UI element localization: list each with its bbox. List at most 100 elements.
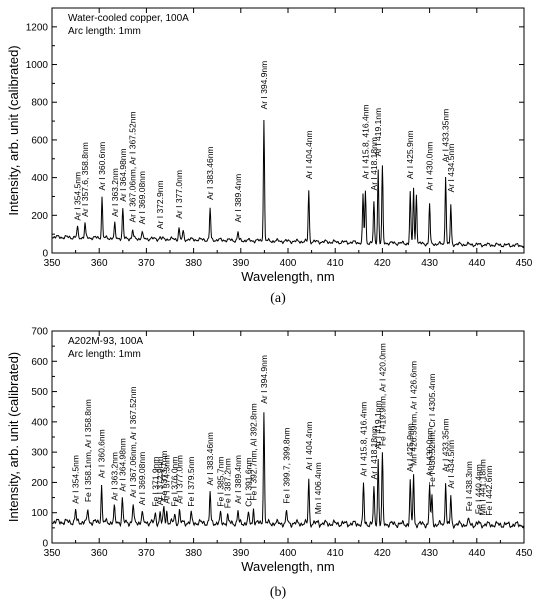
peak-label: Mn 426.59nm, Ar I 426.6nm [409,361,419,466]
y-axis-label: Intensity, arb. unit (calibrated) [6,45,21,215]
y-tick-label: 700 [31,327,48,338]
peak-label: Ar I 433.35nm [441,418,451,471]
figure-caption: (a) [270,291,286,306]
peak-label: Ar I 425.9nm [405,130,415,179]
chart-annotation: Arc length: 1mm [68,26,141,37]
peak-label: Ar I 354.5nm [71,455,81,504]
x-tick-label: 380 [185,258,202,269]
peak-label: Cr I 391.6nm [243,458,253,507]
x-tick-label: 450 [516,548,533,559]
y-tick-label: 0 [42,249,48,260]
chart-annotation: Water-cooled copper, 100A [68,13,189,24]
peak-label: Ar I 360.6nm [97,142,107,191]
peak-label: Ar I 360.6nm [97,429,107,478]
peak-label: Mn I 406.4nm [313,462,323,514]
x-tick-label: 420 [374,258,391,269]
x-tick-label: 410 [327,548,344,559]
peak-label: Fe I 376.0nm [170,457,180,507]
peak-label: Ar I 433.35nm [441,109,451,162]
x-tick-label: 370 [138,258,155,269]
peak-label: Ar I 434.5nm [446,144,456,193]
peak-label: Fe I 385.7nm [216,457,226,507]
peak-label: Ar I 367.06nm, Ar I 367.52nm [128,387,138,498]
spectrum-line [51,119,524,248]
y-tick-label: 200 [31,211,48,222]
y-tick-label: 100 [31,508,48,519]
y-tick-label: 800 [31,98,48,109]
peak-label: Ar I 372.9nm [155,457,165,506]
peak-label: Ar I 372.9nm [155,180,165,229]
peak-label: Ar I 369.08nm [137,452,147,505]
peak-label: Ar I 374.3nm [162,455,172,504]
y-tick-label: 1000 [26,60,49,71]
x-tick-label: 350 [44,548,61,559]
peak-label: Fe I 392.7nm, Al 392.8nm [249,403,259,500]
peak-label: Ar I 394.9nm [259,355,269,404]
x-tick-label: 410 [327,258,344,269]
chart-annotation: Arc length: 1mm [68,349,141,360]
peak-label: Ar I 404.4nm [304,422,314,471]
y-tick-label: 400 [31,173,48,184]
y-tick-label: 500 [31,387,48,398]
peak-label: Ar I 430.0nm [425,428,435,477]
peak-label: Fe I 438.3nm [464,461,474,511]
y-tick-label: 600 [31,135,48,146]
peak-label: Ar I 419.1nm [373,108,383,157]
peak-label: Fe I 440.4nm [474,464,484,514]
peak-label: Ar I 404.4nm [304,130,314,179]
x-tick-label: 370 [138,548,155,559]
x-axis-label: Wavelength, nm [241,559,334,574]
figure-caption: (b) [270,585,287,600]
peak-label: Fe I 430.52nm, Cr I 4305.4nm [427,374,437,487]
y-tick-label: 600 [31,357,48,368]
peak-label: Fe I 442.6nm [484,466,494,516]
peak-label: Fe I 399.7, 399.8nm [282,428,292,504]
peak-label: Ar I 383.46nm [205,146,215,199]
y-axis-label: Intensity, arb. unit (calibrated) [6,352,21,522]
x-tick-label: 380 [185,548,202,559]
peak-label: Ar I 430.0nm [425,142,435,191]
y-tick-label: 1200 [26,22,49,33]
x-tick-label: 400 [280,258,297,269]
peak-label: Ar I 389.4nm [233,174,243,223]
x-tick-label: 360 [91,548,108,559]
x-tick-label: 420 [374,548,391,559]
x-tick-label: 350 [44,258,61,269]
peak-label: Ar I 369.08nm [137,171,147,224]
peak-label: Ar I 425.9nm [405,423,415,472]
peak-label: Ar I 418.18nm [369,426,379,479]
chart-panel-b: 350 360 370 380 390 400 410 420 430 440 450 0 100 200… [6,327,533,601]
peak-label: Ar I 394.9nm [259,61,269,110]
y-tick-label: 400 [31,417,48,428]
peak-label: Ar I 364.98nm [117,438,127,491]
peak-label: Fe I 358.1nm, Ar I 358.8nm [83,399,93,502]
y-tick-label: 200 [31,478,48,489]
peak-label: Ar I 364.98nm [118,148,128,201]
y-tick-label: 0 [42,539,48,550]
x-tick-label: 390 [232,548,249,559]
peak-label: Fe I 419.9nm, Ar I 420.0nm [377,343,387,446]
x-tick-label: 400 [280,548,297,559]
x-tick-label: 440 [468,258,485,269]
peak-label: Ar I 367.06nm, Ar I 367.52nm [128,111,138,222]
peak-label: Fe I 371.9nm [150,457,160,507]
peak-label: Ar I 434.5nm [446,440,456,489]
peak-label: Ar I 415.8, 416.4nm [360,104,370,179]
spectrum-line [51,412,524,529]
chart-annotation: A202M-93, 100A [68,336,143,347]
y-tick-label: 300 [31,448,48,459]
peak-label: Ar I 377.0nm [174,170,184,219]
peak-label: Fe I 373.7nm [159,451,169,501]
peak-label: Ar I 363.2nm [109,452,119,501]
peak-label: Ar I 357.6, 358.8nm [80,142,90,217]
x-axis-label: Wavelength, nm [241,269,334,284]
peak-label: Ar I 389.4nm [233,455,243,504]
peak-label: Fe I 379.5nm [186,457,196,507]
peak-label: Fe I 387.2nm [223,458,233,508]
x-tick-label: 360 [91,258,108,269]
chart-panel-a: 350 360 370 380 390 400 410 420 430 440 450 0 200 400… [6,7,533,306]
peak-label: Ar I 354.5nm [72,172,82,221]
x-tick-label: 430 [421,258,438,269]
x-tick-label: 390 [232,258,249,269]
